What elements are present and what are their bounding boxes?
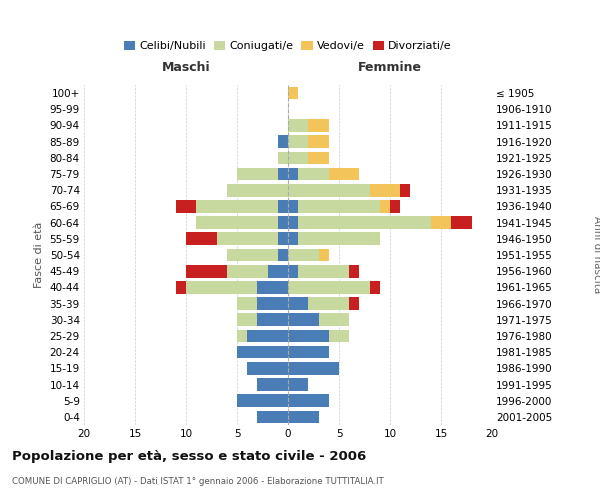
Bar xyxy=(227,184,288,196)
Bar xyxy=(288,152,308,164)
Bar xyxy=(390,200,400,212)
Bar xyxy=(257,410,288,423)
Bar xyxy=(329,330,349,342)
Bar xyxy=(237,168,278,180)
Bar xyxy=(288,216,298,229)
Bar xyxy=(400,184,410,196)
Bar xyxy=(308,136,329,148)
Bar xyxy=(247,362,288,374)
Bar xyxy=(431,216,451,229)
Bar xyxy=(288,200,298,212)
Bar xyxy=(370,281,380,293)
Bar xyxy=(288,330,329,342)
Bar xyxy=(288,168,298,180)
Text: Femmine: Femmine xyxy=(358,60,422,74)
Bar xyxy=(288,87,298,100)
Text: Anni di nascita: Anni di nascita xyxy=(592,216,600,294)
Bar xyxy=(186,232,217,245)
Bar xyxy=(298,232,380,245)
Bar xyxy=(288,394,329,407)
Bar xyxy=(196,216,278,229)
Bar xyxy=(237,330,247,342)
Bar xyxy=(227,265,268,278)
Bar xyxy=(268,265,288,278)
Bar xyxy=(298,265,349,278)
Bar xyxy=(288,232,298,245)
Bar xyxy=(257,298,288,310)
Bar xyxy=(288,298,308,310)
Bar xyxy=(298,200,380,212)
Bar xyxy=(288,346,329,358)
Bar xyxy=(278,152,288,164)
Bar xyxy=(288,265,298,278)
Bar xyxy=(237,346,288,358)
Bar xyxy=(247,330,288,342)
Bar xyxy=(186,281,257,293)
Bar xyxy=(237,314,257,326)
Bar xyxy=(176,200,196,212)
Bar xyxy=(288,410,319,423)
Bar xyxy=(308,119,329,132)
Bar xyxy=(237,394,288,407)
Bar xyxy=(451,216,472,229)
Bar xyxy=(278,136,288,148)
Bar xyxy=(288,119,308,132)
Bar xyxy=(288,184,370,196)
Bar xyxy=(237,298,257,310)
Bar xyxy=(349,298,359,310)
Bar xyxy=(288,281,370,293)
Bar xyxy=(298,168,329,180)
Bar xyxy=(308,298,349,310)
Bar xyxy=(298,216,431,229)
Bar xyxy=(278,200,288,212)
Bar xyxy=(278,216,288,229)
Bar xyxy=(257,314,288,326)
Bar xyxy=(257,378,288,391)
Bar xyxy=(227,248,278,262)
Text: COMUNE DI CAPRIGLIO (AT) - Dati ISTAT 1° gennaio 2006 - Elaborazione TUTTITALIA.: COMUNE DI CAPRIGLIO (AT) - Dati ISTAT 1°… xyxy=(12,478,384,486)
Text: Maschi: Maschi xyxy=(161,60,211,74)
Bar xyxy=(217,232,278,245)
Bar xyxy=(329,168,359,180)
Bar xyxy=(370,184,400,196)
Bar xyxy=(278,168,288,180)
Y-axis label: Fasce di età: Fasce di età xyxy=(34,222,44,288)
Bar xyxy=(278,232,288,245)
Bar xyxy=(257,281,288,293)
Bar xyxy=(380,200,390,212)
Bar xyxy=(308,152,329,164)
Bar xyxy=(288,362,339,374)
Bar xyxy=(319,248,329,262)
Bar xyxy=(288,378,308,391)
Bar xyxy=(288,314,319,326)
Bar xyxy=(288,248,319,262)
Text: Popolazione per età, sesso e stato civile - 2006: Popolazione per età, sesso e stato civil… xyxy=(12,450,366,463)
Bar xyxy=(186,265,227,278)
Bar xyxy=(278,248,288,262)
Bar xyxy=(176,281,186,293)
Legend: Celibi/Nubili, Coniugati/e, Vedovi/e, Divorziati/e: Celibi/Nubili, Coniugati/e, Vedovi/e, Di… xyxy=(120,36,456,56)
Bar xyxy=(196,200,278,212)
Bar xyxy=(349,265,359,278)
Bar xyxy=(288,136,308,148)
Bar xyxy=(319,314,349,326)
